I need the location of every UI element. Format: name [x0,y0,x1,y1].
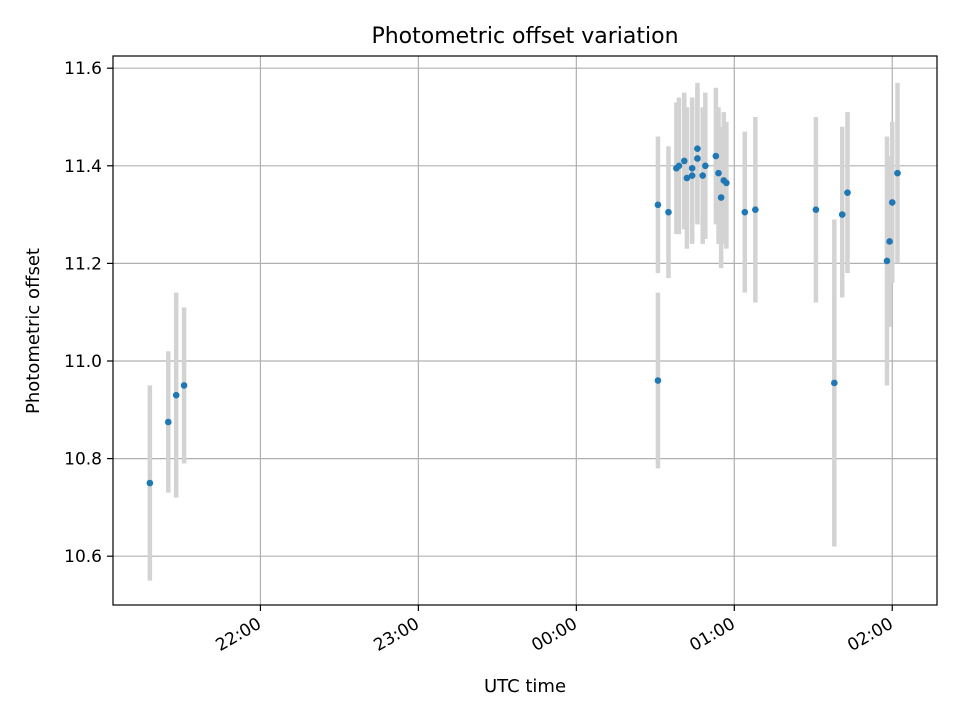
data-point [694,155,701,162]
grid [113,56,937,605]
y-tick-label: 11.4 [64,157,102,177]
data-point [172,391,180,399]
data-point [844,189,851,196]
data-point [694,145,701,153]
data-point [838,211,846,218]
data-point [812,206,820,214]
data-point [680,157,688,165]
plot-frame [112,55,938,606]
data-point [665,208,672,216]
data-point [886,238,893,245]
data-point [894,169,901,177]
data-point [831,379,838,387]
data-point [741,208,749,216]
chart-title: Photometric offset variation [371,24,678,49]
data-point [180,382,188,389]
data-point [699,172,706,179]
data-point [712,152,720,160]
data-point [146,479,154,487]
data-point [702,162,709,170]
data-point [688,164,696,172]
y-tick-label: 11.0 [64,352,102,372]
data-point [654,377,662,384]
y-tick-label: 10.6 [64,547,102,567]
y-axis: 10.6 10.8 11.0 11.2 11.4 11.6 [64,59,113,567]
data-point [683,174,691,182]
data-point [715,169,722,177]
marker-layer [146,145,901,487]
y-axis-label: Photometric offset [23,248,44,414]
data-point [164,418,172,426]
data-point [675,162,683,170]
data-point [752,206,759,214]
data-point [688,172,696,179]
y-tick-label: 10.8 [64,450,102,470]
y-tick-label: 11.2 [64,254,102,274]
data-point [723,179,730,187]
x-axis-label: UTC time [484,676,566,697]
data-point [654,201,662,209]
y-tick-label: 11.6 [64,59,102,79]
data-point [888,199,896,206]
data-point [883,257,891,265]
data-point [717,194,725,201]
